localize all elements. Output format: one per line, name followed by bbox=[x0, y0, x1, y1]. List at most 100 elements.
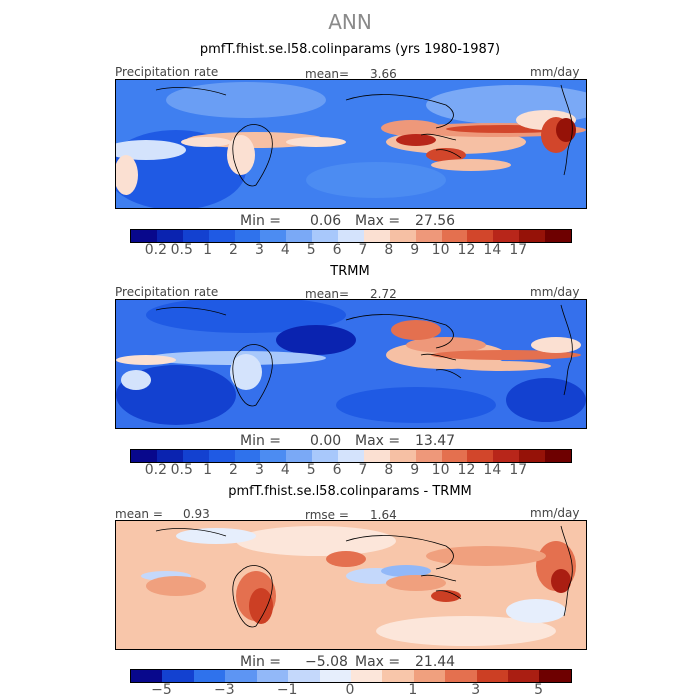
panel1-colorbar bbox=[130, 229, 572, 243]
colorbar-segment bbox=[338, 450, 364, 462]
colorbar-tick-label: 8 bbox=[384, 462, 394, 478]
colorbar-tick-label: 6 bbox=[332, 462, 342, 478]
colorbar-segment bbox=[225, 670, 257, 682]
panel1-colorbar-ticks: 0.2 0.5 1 2 3 4 5 6 7 8 9 10 12 14 17 bbox=[130, 242, 572, 260]
colorbar-tick-label: 9 bbox=[410, 242, 420, 258]
colorbar-segment bbox=[286, 450, 313, 462]
colorbar-tick-label: 14 bbox=[483, 242, 502, 258]
colorbar-tick-label: 0.5 bbox=[170, 462, 193, 478]
panel1-title: pmfT.fhist.se.l58.colinparams (yrs 1980-… bbox=[199, 42, 501, 57]
colorbar-segment bbox=[363, 230, 390, 242]
panel2-mean-value: 2.72 bbox=[370, 287, 397, 301]
colorbar-segment bbox=[389, 450, 416, 462]
panel1-mean-value: 3.66 bbox=[370, 67, 397, 81]
colorbar-tick-label: 2 bbox=[229, 462, 238, 478]
colorbar-segment bbox=[182, 230, 209, 242]
colorbar-tick-label: 14 bbox=[483, 462, 502, 478]
colorbar-segment bbox=[156, 450, 183, 462]
panel2-max-value: 13.47 bbox=[415, 433, 456, 449]
panel3-title: pmfT.fhist.se.l58.colinparams - TRMM bbox=[228, 484, 472, 499]
colorbar-tick-label: 7 bbox=[358, 462, 368, 478]
colorbar-segment bbox=[467, 230, 494, 242]
colorbar-segment bbox=[545, 230, 571, 242]
panel3-max-value: 21.44 bbox=[415, 654, 456, 670]
panel1-map bbox=[115, 79, 587, 209]
colorbar-tick-label: 0.2 bbox=[144, 242, 168, 258]
colorbar-tick-label: 3 bbox=[471, 682, 481, 698]
panel2-max-label: Max = bbox=[355, 433, 401, 449]
panel2-title: TRMM bbox=[330, 264, 370, 279]
panel3-rmse-value: 1.64 bbox=[370, 508, 397, 522]
colorbar-segment bbox=[441, 230, 468, 242]
colorbar-tick-label: −5 bbox=[151, 682, 172, 698]
panel3-colorbar bbox=[130, 669, 572, 683]
colorbar-segment bbox=[286, 230, 313, 242]
colorbar-segment bbox=[260, 230, 287, 242]
panel1-min-label: Min = bbox=[240, 213, 282, 229]
panel3-mean-value: 0.93 bbox=[183, 507, 210, 521]
colorbar-segment bbox=[234, 230, 261, 242]
colorbar-segment bbox=[441, 450, 468, 462]
colorbar-tick-label: 7 bbox=[358, 242, 368, 258]
colorbar-segment bbox=[312, 230, 338, 242]
colorbar-segment bbox=[208, 450, 235, 462]
panel3-colorbar-ticks: −5 −3 −1 0 1 3 5 bbox=[130, 682, 572, 700]
panel3-min-value: −5.08 bbox=[305, 654, 348, 670]
colorbar-tick-label: 4 bbox=[280, 242, 290, 258]
colorbar-tick-label: 17 bbox=[509, 242, 528, 258]
panel1-max-value: 27.56 bbox=[415, 213, 456, 229]
panel2-min-label: Min = bbox=[240, 433, 282, 449]
colorbar-tick-label: 0.5 bbox=[170, 242, 193, 258]
colorbar-tick-label: 10 bbox=[431, 242, 450, 258]
colorbar-segment bbox=[445, 670, 477, 682]
colorbar-tick-label: 12 bbox=[457, 242, 476, 258]
colorbar-segment bbox=[131, 450, 157, 462]
panel3-min-label: Min = bbox=[240, 654, 282, 670]
colorbar-segment bbox=[256, 670, 289, 682]
panel3-map-field bbox=[116, 521, 586, 649]
colorbar-segment bbox=[545, 450, 571, 462]
colorbar-segment bbox=[234, 450, 261, 462]
colorbar-tick-label: 17 bbox=[509, 462, 528, 478]
colorbar-segment bbox=[350, 670, 383, 682]
colorbar-tick-label: 4 bbox=[280, 462, 290, 478]
panel2-colorbar bbox=[130, 449, 572, 463]
panel2-units: mm/day bbox=[530, 285, 580, 299]
colorbar-segment bbox=[519, 450, 545, 462]
colorbar-segment bbox=[493, 230, 520, 242]
colorbar-tick-label: 2 bbox=[229, 242, 238, 258]
colorbar-tick-label: −3 bbox=[213, 682, 235, 698]
colorbar-tick-label: 0.2 bbox=[144, 462, 168, 478]
panel2-colorbar-ticks: 0.2 0.5 1 2 3 4 5 6 7 8 9 10 12 14 17 bbox=[130, 462, 572, 480]
colorbar-tick-label: 0 bbox=[345, 682, 355, 698]
colorbar-segment bbox=[312, 450, 338, 462]
colorbar-segment bbox=[208, 230, 235, 242]
colorbar-segment bbox=[338, 230, 364, 242]
figure-title: ANN bbox=[328, 10, 372, 34]
colorbar-segment bbox=[508, 670, 540, 682]
panel3-units: mm/day bbox=[530, 506, 580, 520]
colorbar-segment bbox=[493, 450, 520, 462]
colorbar-segment bbox=[288, 670, 320, 682]
colorbar-tick-label: 1 bbox=[408, 682, 418, 698]
colorbar-segment bbox=[539, 670, 571, 682]
panel1-map-field bbox=[116, 80, 586, 208]
panel1-units: mm/day bbox=[530, 65, 580, 79]
panel1-variable-label: Precipitation rate bbox=[115, 65, 219, 79]
colorbar-segment bbox=[260, 450, 287, 462]
colorbar-tick-label: 5 bbox=[306, 242, 316, 258]
panel1-mean-label: mean= bbox=[305, 67, 350, 81]
colorbar-segment bbox=[363, 450, 390, 462]
colorbar-segment bbox=[389, 230, 416, 242]
panel2-variable-label: Precipitation rate bbox=[115, 285, 219, 299]
colorbar-segment bbox=[131, 230, 157, 242]
colorbar-tick-label: −1 bbox=[276, 682, 298, 698]
colorbar-segment bbox=[415, 230, 442, 242]
colorbar-tick-label: 3 bbox=[254, 462, 264, 478]
panel3-map bbox=[115, 520, 587, 650]
colorbar-segment bbox=[162, 670, 194, 682]
panel2-min-value: 0.00 bbox=[310, 433, 342, 449]
colorbar-tick-label: 5 bbox=[534, 682, 544, 698]
colorbar-tick-label: 8 bbox=[384, 242, 394, 258]
colorbar-tick-label: 9 bbox=[410, 462, 420, 478]
